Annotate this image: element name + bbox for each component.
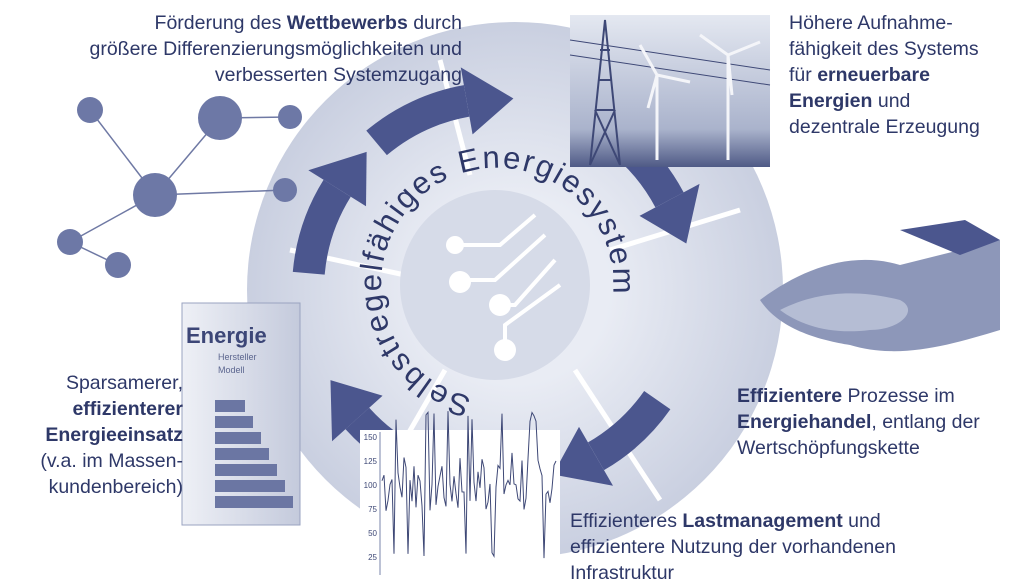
chart-tick-label: 150 [364, 433, 378, 442]
text: (v.a. im Massen- [40, 450, 183, 472]
bold-text: Energien [789, 90, 872, 112]
wind-photo [570, 15, 770, 167]
callout-line: effizienterer [40, 396, 183, 422]
text: Effizienteres [570, 510, 682, 532]
chart-tick-label: 25 [368, 553, 377, 562]
callout-line: Effizienteres Lastmanagement und [570, 508, 896, 534]
text: , entlang der [871, 411, 979, 433]
callout-line: fähigkeit des Systems [789, 36, 980, 62]
callout-line: (v.a. im Massen- [40, 448, 183, 474]
callout-line: Infrastruktur [570, 560, 896, 583]
text: effizientere Nutzung der vorhandenen [570, 536, 896, 558]
bold-text: Wettbewerbs [287, 12, 408, 34]
chart-tick-label: 75 [368, 505, 377, 514]
energy-label: Energie Hersteller Modell [182, 303, 300, 525]
bold-text: Lastmanagement [682, 510, 842, 532]
bold-text: Energiehandel [737, 411, 871, 433]
text: und [872, 90, 910, 112]
callout-line: Energieeinsatz [40, 422, 183, 448]
chart-tick-label: 50 [368, 529, 377, 538]
text: für [789, 64, 817, 86]
text: Prozesse im [842, 385, 955, 407]
load-chart [360, 411, 560, 580]
callout-line: Sparsamerer, [40, 370, 183, 396]
callout-line: Effizientere Prozesse im [737, 383, 980, 409]
text: Infrastruktur [570, 562, 674, 583]
text: kundenbereich) [49, 476, 183, 498]
callout-line: Energien und [789, 88, 980, 114]
label-field: Hersteller [218, 352, 257, 362]
chart-tick-label: 125 [364, 457, 378, 466]
callout-line: Wertschöpfungskette [737, 435, 980, 461]
callout-line: verbesserten Systemzugang [89, 62, 462, 88]
handshake-photo [760, 220, 1000, 351]
chart-tick-label: 100 [364, 481, 378, 490]
bold-text: erneuerbare [817, 64, 930, 86]
text: Höhere Aufnahme- [789, 12, 953, 34]
callout-line: Förderung des Wettbewerbs durch [89, 10, 462, 36]
label-title: Energie [186, 323, 267, 348]
diagram: Energie Hersteller Modell Selbstregelfäh… [0, 0, 1032, 583]
text: durch [408, 12, 462, 34]
text: Förderung des [155, 12, 287, 34]
text: und [843, 510, 881, 532]
bold-text: Energieeinsatz [45, 424, 183, 446]
text: fähigkeit des Systems [789, 38, 979, 60]
text: Sparsamerer, [66, 372, 183, 394]
callout-line: Energiehandel, entlang der [737, 409, 980, 435]
callout-line: Höhere Aufnahme- [789, 10, 980, 36]
text: größere Differenzierungsmöglichkeiten un… [89, 38, 462, 60]
callout-line: effizientere Nutzung der vorhandenen [570, 534, 896, 560]
bold-text: Effizientere [737, 385, 842, 407]
callout-line: für erneuerbare [789, 62, 980, 88]
text: verbesserten Systemzugang [215, 64, 462, 86]
label-field: Modell [218, 365, 245, 375]
text: Wertschöpfungskette [737, 437, 920, 459]
callout-line: kundenbereich) [40, 474, 183, 500]
bold-text: effizienterer [72, 398, 183, 420]
text: dezentrale Erzeugung [789, 116, 980, 138]
callout: Sparsamerer, effizienterer Energieeinsatz (… [40, 370, 183, 500]
callout-line: dezentrale Erzeugung [789, 114, 980, 140]
callout-line: größere Differenzierungsmöglichkeiten un… [89, 36, 462, 62]
